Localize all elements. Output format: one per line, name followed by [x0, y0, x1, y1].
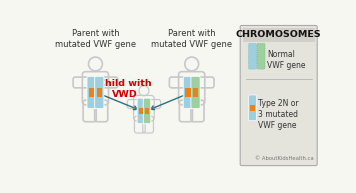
FancyBboxPatch shape: [137, 98, 145, 124]
Text: CHROMOSOMES: CHROMOSOMES: [236, 30, 321, 39]
FancyBboxPatch shape: [248, 43, 257, 69]
Bar: [139, 108, 143, 114]
FancyBboxPatch shape: [257, 43, 265, 69]
FancyBboxPatch shape: [143, 98, 151, 124]
Bar: [96, 88, 102, 96]
Text: © AboutKidsHealth.ca: © AboutKidsHealth.ca: [255, 156, 313, 161]
Bar: [185, 88, 190, 96]
Bar: [89, 88, 94, 96]
Text: Parent with
mutated VWF gene: Parent with mutated VWF gene: [151, 29, 232, 49]
Text: Normal
VWF gene: Normal VWF gene: [267, 50, 305, 70]
FancyBboxPatch shape: [183, 76, 193, 109]
FancyBboxPatch shape: [87, 76, 96, 109]
FancyBboxPatch shape: [95, 76, 104, 109]
Bar: [145, 108, 149, 114]
Text: Parent with
mutated VWF gene: Parent with mutated VWF gene: [55, 29, 136, 49]
Bar: [242, 28, 315, 42]
FancyBboxPatch shape: [248, 95, 257, 121]
FancyBboxPatch shape: [191, 76, 200, 109]
Text: Type 2N or
3 mutated
VWF gene: Type 2N or 3 mutated VWF gene: [258, 99, 299, 130]
Bar: [193, 88, 198, 96]
Text: Child with
VWD: Child with VWD: [98, 79, 152, 99]
Bar: [250, 105, 255, 111]
FancyBboxPatch shape: [240, 25, 317, 166]
